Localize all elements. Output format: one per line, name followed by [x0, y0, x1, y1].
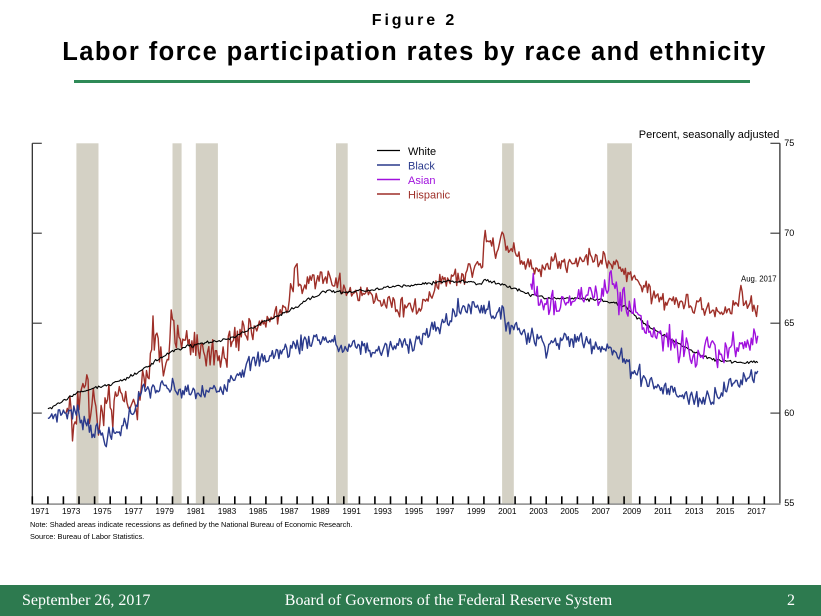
svg-text:2003: 2003	[529, 506, 548, 516]
svg-text:2001: 2001	[498, 506, 517, 516]
svg-text:1973: 1973	[62, 506, 81, 516]
svg-text:1975: 1975	[93, 506, 112, 516]
svg-text:2009: 2009	[623, 506, 642, 516]
svg-text:1977: 1977	[124, 506, 143, 516]
svg-text:Percent, seasonally adjusted: Percent, seasonally adjusted	[639, 129, 780, 141]
svg-text:1985: 1985	[249, 506, 268, 516]
svg-text:2007: 2007	[592, 506, 611, 516]
svg-text:1997: 1997	[436, 506, 455, 516]
svg-text:2013: 2013	[685, 506, 704, 516]
svg-text:1981: 1981	[187, 506, 206, 516]
svg-text:1989: 1989	[311, 506, 330, 516]
svg-text:1995: 1995	[405, 506, 424, 516]
svg-text:55: 55	[784, 498, 794, 508]
svg-text:75: 75	[784, 138, 794, 148]
svg-text:60: 60	[784, 408, 794, 418]
svg-text:Aug. 2017: Aug. 2017	[741, 274, 777, 283]
svg-text:1991: 1991	[342, 506, 361, 516]
svg-text:2017: 2017	[747, 506, 766, 516]
svg-text:Hispanic: Hispanic	[408, 190, 451, 202]
svg-text:Black: Black	[408, 161, 435, 173]
svg-text:1993: 1993	[373, 506, 392, 516]
svg-text:1971: 1971	[31, 506, 50, 516]
svg-text:White: White	[408, 146, 436, 158]
svg-text:1983: 1983	[218, 506, 237, 516]
svg-text:1979: 1979	[155, 506, 174, 516]
svg-text:65: 65	[784, 318, 794, 328]
svg-text:2005: 2005	[560, 506, 579, 516]
svg-text:2015: 2015	[716, 506, 735, 516]
svg-text:1987: 1987	[280, 506, 299, 516]
svg-text:Asian: Asian	[408, 175, 436, 187]
svg-text:1999: 1999	[467, 506, 486, 516]
svg-text:2011: 2011	[654, 506, 672, 516]
svg-text:70: 70	[784, 228, 794, 238]
